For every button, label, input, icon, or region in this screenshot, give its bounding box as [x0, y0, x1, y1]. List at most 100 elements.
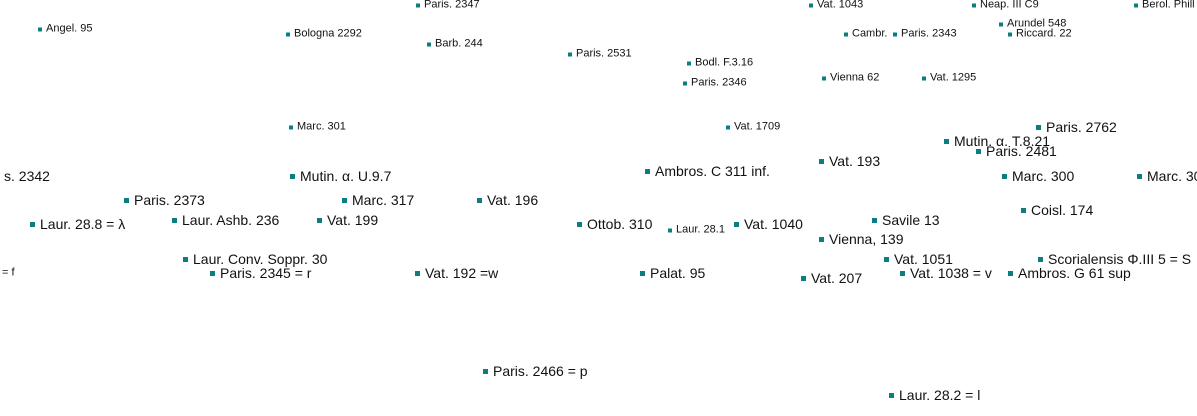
node-marker-square-icon: [872, 217, 877, 223]
manuscript-node-paris-2762: Paris. 2762: [1036, 120, 1117, 134]
node-marker-square-icon: [893, 32, 897, 36]
manuscript-node-laur-conv-soppr-30: Laur. Conv. Soppr. 30: [183, 252, 327, 266]
node-marker-square-icon: [1134, 3, 1138, 7]
manuscript-node-scorialensis-iii-5-s: Scorialensis Φ.III 5 = S: [1038, 252, 1191, 266]
node-label: Mutin. α. T.8.21: [954, 133, 1051, 149]
node-label: Vat. 1043: [817, 0, 864, 11]
node-label: Laur. Conv. Soppr. 30: [193, 251, 328, 267]
node-marker-square-icon: [640, 270, 645, 276]
node-marker-square-icon: [668, 228, 672, 232]
node-marker-square-icon: [819, 158, 824, 164]
node-label: Paris. 2343: [901, 27, 957, 40]
node-label: Vat. 199: [327, 212, 379, 228]
manuscript-node-neap-iii-c9: Neap. III C9: [972, 0, 1039, 11]
node-label: Paris. 2481: [986, 143, 1057, 159]
node-marker-square-icon: [210, 270, 215, 276]
node-marker-square-icon: [172, 217, 177, 223]
node-label: Vat. 196: [487, 192, 539, 208]
manuscript-node-barb-244: Barb. 244: [427, 37, 483, 50]
node-marker-square-icon: [286, 32, 290, 36]
node-label: Paris. 2346: [691, 76, 747, 89]
node-label: Bologna 2292: [294, 27, 362, 40]
node-marker-square-icon: [124, 197, 129, 203]
node-marker-square-icon: [1021, 207, 1026, 213]
manuscript-node-vat-207: Vat. 207: [801, 271, 862, 285]
node-label: Marc. 317: [352, 192, 415, 208]
manuscript-node-ottob-310: Ottob. 310: [577, 217, 652, 231]
node-label: Barb. 244: [435, 37, 483, 50]
manuscript-node-vat-193: Vat. 193: [819, 154, 880, 168]
node-label: Ambros. G 61 sup: [1018, 265, 1131, 281]
manuscript-node-ambros-c-311-inf: Ambros. C 311 inf.: [645, 164, 770, 178]
node-label: Angel. 95: [46, 22, 93, 35]
node-label: Laur. Ashb. 236: [182, 212, 280, 228]
node-marker-square-icon: [822, 76, 826, 80]
manuscript-node-s-2342: s. 2342: [0, 169, 50, 183]
manuscript-node-ambros-g-61-sup: Ambros. G 61 sup: [1008, 266, 1131, 280]
node-marker-square-icon: [30, 221, 35, 227]
node-marker-square-icon: [900, 270, 905, 276]
manuscript-node-bologna-2292: Bologna 2292: [286, 27, 362, 40]
node-marker-square-icon: [819, 236, 824, 242]
node-marker-square-icon: [999, 22, 1003, 26]
manuscript-node-laur-28-2-l: Laur. 28.2 = l: [889, 388, 980, 402]
manuscript-node-paris-2347: Paris. 2347: [416, 0, 480, 11]
manuscript-node-vienna-139: Vienna, 139: [819, 232, 903, 246]
manuscript-node-mutin-t-8-21: Mutin. α. T.8.21: [944, 134, 1050, 148]
node-marker-square-icon: [809, 3, 813, 7]
manuscript-node-vat-1043: Vat. 1043: [809, 0, 863, 11]
node-marker-square-icon: [645, 168, 650, 174]
node-marker-square-icon: [416, 3, 420, 7]
node-label: Paris. 2347: [424, 0, 480, 11]
manuscript-node-vat-199: Vat. 199: [317, 213, 378, 227]
node-label: Cambr.: [852, 27, 888, 40]
manuscript-node-paris-2373: Paris. 2373: [124, 193, 205, 207]
manuscript-node-vat-1040: Vat. 1040: [734, 217, 803, 231]
node-marker-square-icon: [844, 32, 848, 36]
manuscript-node-berol-phill: Berol. Phill: [1134, 0, 1195, 11]
node-label: = f: [2, 266, 15, 279]
node-label: Ottob. 310: [587, 216, 653, 232]
node-label: Laur. 28.2 = l: [899, 387, 981, 403]
node-marker-square-icon: [1002, 173, 1007, 179]
manuscript-node-marc-317: Marc. 317: [342, 193, 414, 207]
node-label: Vat. 1040: [744, 216, 803, 232]
node-label: Scorialensis Φ.III 5 = S: [1048, 251, 1192, 267]
node-marker-square-icon: [922, 76, 926, 80]
node-label: Marc. 301: [297, 120, 346, 133]
manuscript-node-vat-196: Vat. 196: [477, 193, 538, 207]
node-label: Coisl. 174: [1031, 202, 1094, 218]
manuscript-node-vat-1051: Vat. 1051: [884, 252, 953, 266]
manuscript-node-palat-95: Palat. 95: [640, 266, 705, 280]
manuscript-node-paris-2345-r: Paris. 2345 = r: [210, 266, 311, 280]
node-marker-square-icon: [568, 52, 572, 56]
node-marker-square-icon: [477, 197, 482, 203]
manuscript-node-angel-95: Angel. 95: [38, 22, 93, 35]
node-label: Marc. 300: [1012, 168, 1075, 184]
node-label: Paris. 2531: [576, 47, 632, 60]
manuscript-node-mutin-u-9-7: Mutin. α. U.9.7: [290, 169, 391, 183]
node-label: Marc. 30: [1147, 168, 1197, 184]
node-label: Ambros. C 311 inf.: [655, 163, 770, 179]
node-label: Riccard. 22: [1016, 27, 1072, 40]
node-marker-square-icon: [290, 173, 295, 179]
manuscript-node-cambr: Cambr.: [844, 27, 888, 40]
node-label: Berol. Phill: [1142, 0, 1195, 11]
node-marker-square-icon: [801, 275, 806, 281]
node-marker-square-icon: [972, 3, 976, 7]
manuscript-node-savile-13: Savile 13: [872, 213, 940, 227]
node-marker-square-icon: [944, 138, 949, 144]
manuscript-node-vat-1709: Vat. 1709: [726, 121, 780, 133]
node-marker-square-icon: [889, 392, 894, 398]
manuscript-node-vat-192-w: Vat. 192 =w: [415, 266, 498, 280]
node-marker-square-icon: [483, 368, 488, 374]
manuscript-node-riccard-22: Riccard. 22: [1008, 27, 1072, 40]
node-marker-square-icon: [734, 221, 739, 227]
manuscript-node-paris-2531: Paris. 2531: [568, 47, 632, 60]
node-label: Vat. 1295: [930, 71, 977, 84]
node-label: Vienna, 139: [829, 231, 904, 247]
manuscript-node-bodl-f-3-16: Bodl. F.3.16: [687, 57, 753, 69]
node-label: Laur. 28.1: [676, 223, 725, 236]
manuscript-node-f: = f: [0, 266, 15, 279]
manuscript-node-vienna-62: Vienna 62: [822, 72, 879, 84]
